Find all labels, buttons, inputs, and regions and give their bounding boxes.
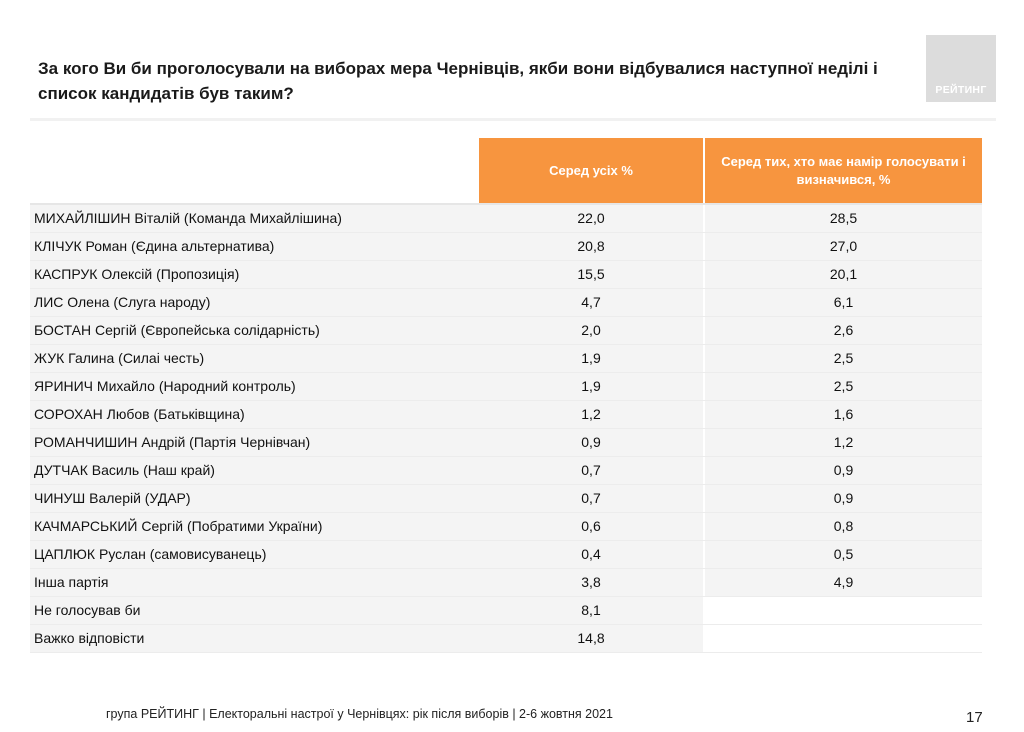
value-all: 2,0 xyxy=(479,317,703,344)
value-decided: 1,2 xyxy=(705,429,982,456)
results-table: Серед усіх % Серед тих, хто має намір го… xyxy=(30,138,982,653)
column-header-decided: Серед тих, хто має намір голосувати і ви… xyxy=(705,138,982,203)
table-row: ЖУК Галина (Силаі честь) 1,9 2,5 xyxy=(30,345,982,373)
value-decided: 2,5 xyxy=(705,373,982,400)
value-all: 1,9 xyxy=(479,345,703,372)
value-decided: 0,5 xyxy=(705,541,982,568)
value-all: 0,7 xyxy=(479,457,703,484)
table-row: БОСТАН Сергій (Європейська солідарність)… xyxy=(30,317,982,345)
value-all: 3,8 xyxy=(479,569,703,596)
value-all: 1,2 xyxy=(479,401,703,428)
table-row: КЛІЧУК Роман (Єдина альтернатива) 20,8 27,… xyxy=(30,233,982,261)
value-decided xyxy=(705,625,982,652)
value-decided: 4,9 xyxy=(705,569,982,596)
value-decided: 0,9 xyxy=(705,457,982,484)
value-all: 0,9 xyxy=(479,429,703,456)
table-row: Інша партія 3,8 4,9 xyxy=(30,569,982,597)
candidate-name: ЧИНУШ Валерій (УДАР) xyxy=(30,485,479,512)
table-row: КАЧМАРСЬКИЙ Сергій (Побратими України) 0,… xyxy=(30,513,982,541)
rating-logo: РЕЙТИНГ xyxy=(926,35,996,102)
table-row: Не голосував би 8,1 xyxy=(30,597,982,625)
divider xyxy=(30,118,996,121)
candidate-name: КЛІЧУК Роман (Єдина альтернатива) xyxy=(30,233,479,260)
page-number: 17 xyxy=(966,709,983,726)
candidate-name: ЦАПЛЮК Руслан (самовисуванець) xyxy=(30,541,479,568)
value-decided: 1,6 xyxy=(705,401,982,428)
candidate-name: ЯРИНИЧ Михайло (Народний контроль) xyxy=(30,373,479,400)
value-all: 8,1 xyxy=(479,597,703,624)
value-decided xyxy=(705,597,982,624)
candidate-name: ЖУК Галина (Силаі честь) xyxy=(30,345,479,372)
value-decided: 0,9 xyxy=(705,485,982,512)
page-title: За кого Ви би проголосували на виборах м… xyxy=(38,59,878,103)
table-row: КАСПРУК Олексій (Пропозиція) 15,5 20,1 xyxy=(30,261,982,289)
value-decided: 2,6 xyxy=(705,317,982,344)
value-decided: 28,5 xyxy=(705,205,982,232)
column-header-all: Серед усіх % xyxy=(479,138,703,203)
table-row: СОРОХАН Любов (Батьківщина) 1,2 1,6 xyxy=(30,401,982,429)
header-blank xyxy=(30,138,479,203)
value-all: 0,7 xyxy=(479,485,703,512)
candidate-name: СОРОХАН Любов (Батьківщина) xyxy=(30,401,479,428)
value-decided: 6,1 xyxy=(705,289,982,316)
table-row: ДУТЧАК Василь (Наш край) 0,7 0,9 xyxy=(30,457,982,485)
table-row: ЯРИНИЧ Михайло (Народний контроль) 1,9 2,5 xyxy=(30,373,982,401)
footer-source: група РЕЙТИНГ | Електоральні настрої у Ч… xyxy=(106,707,613,721)
candidate-name: БОСТАН Сергій (Європейська солідарність) xyxy=(30,317,479,344)
value-decided: 2,5 xyxy=(705,345,982,372)
value-all: 22,0 xyxy=(479,205,703,232)
value-all: 15,5 xyxy=(479,261,703,288)
table-row: Важко відповісти 14,8 xyxy=(30,625,982,653)
table-row: ЦАПЛЮК Руслан (самовисуванець) 0,4 0,5 xyxy=(30,541,982,569)
candidate-name: Не голосував би xyxy=(30,597,479,624)
candidate-name: Важко відповісти xyxy=(30,625,479,652)
candidate-name: КАСПРУК Олексій (Пропозиція) xyxy=(30,261,479,288)
table-row: ЛИС Олена (Слуга народу) 4,7 6,1 xyxy=(30,289,982,317)
value-decided: 27,0 xyxy=(705,233,982,260)
candidate-name: МИХАЙЛІШИН Віталій (Команда Михайлішина) xyxy=(30,205,479,232)
candidate-name: КАЧМАРСЬКИЙ Сергій (Побратими України) xyxy=(30,513,479,540)
table-row: РОМАНЧИШИН Андрій (Партія Чернівчан) 0,9 1… xyxy=(30,429,982,457)
candidate-name: РОМАНЧИШИН Андрій (Партія Чернівчан) xyxy=(30,429,479,456)
value-all: 0,4 xyxy=(479,541,703,568)
table-header: Серед усіх % Серед тих, хто має намір го… xyxy=(30,138,982,203)
value-decided: 20,1 xyxy=(705,261,982,288)
value-decided: 0,8 xyxy=(705,513,982,540)
table-body: МИХАЙЛІШИН Віталій (Команда Михайлішина)… xyxy=(30,203,982,653)
value-all: 14,8 xyxy=(479,625,703,652)
table-row: ЧИНУШ Валерій (УДАР) 0,7 0,9 xyxy=(30,485,982,513)
table-row: МИХАЙЛІШИН Віталій (Команда Михайлішина)… xyxy=(30,205,982,233)
value-all: 4,7 xyxy=(479,289,703,316)
logo-text: РЕЙТИНГ xyxy=(935,84,987,96)
candidate-name: Інша партія xyxy=(30,569,479,596)
value-all: 0,6 xyxy=(479,513,703,540)
value-all: 1,9 xyxy=(479,373,703,400)
value-all: 20,8 xyxy=(479,233,703,260)
candidate-name: ДУТЧАК Василь (Наш край) xyxy=(30,457,479,484)
candidate-name: ЛИС Олена (Слуга народу) xyxy=(30,289,479,316)
